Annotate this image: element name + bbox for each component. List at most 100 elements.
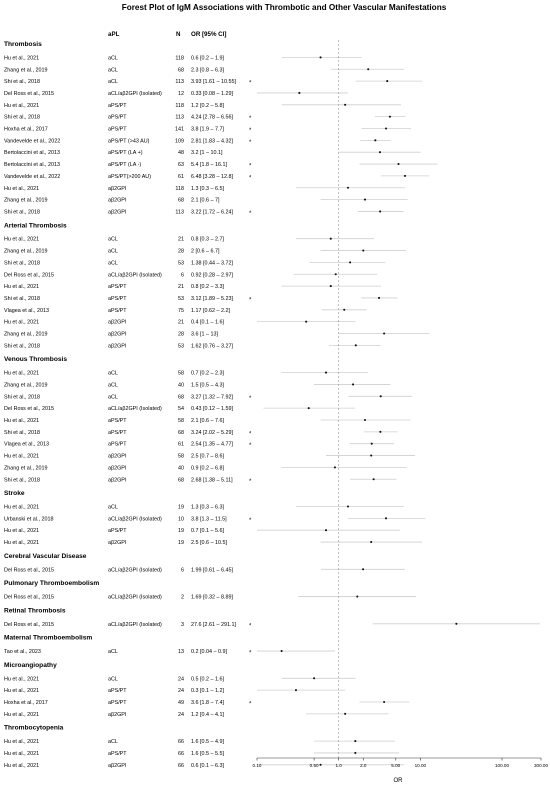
apl-label: aPS/PT: [108, 296, 127, 302]
apl-label: aβ2GPI: [108, 465, 126, 471]
or-ci-text: 1.62 [0.76 – 3.27]: [191, 343, 233, 349]
n-value: 24: [178, 712, 184, 718]
x-tick-label: 0.10: [253, 763, 262, 768]
or-ci-text: 2.68 [1.38 – 5.11]: [191, 477, 233, 483]
or-ci-text: 1.38 [0.44 – 3.72]: [191, 260, 233, 266]
n-value: 68: [178, 477, 184, 483]
point-estimate: [324, 371, 328, 374]
study-label: Hu et al., 2021: [4, 418, 39, 424]
point-estimate: [324, 529, 328, 532]
apl-label: aCL: [108, 394, 118, 400]
n-value: 28: [178, 249, 184, 255]
x-axis-label: OR: [394, 778, 404, 784]
n-value: 53: [178, 343, 184, 349]
study-label: Del Ross et al., 2015: [4, 272, 54, 278]
apl-label: aCL: [108, 260, 118, 266]
or-ci-text: 2.81 [1.83 – 4.32]: [191, 138, 233, 144]
x-tick-label: 0.50: [310, 763, 319, 768]
n-value: 2: [181, 595, 184, 601]
chart-title: Forest Plot of IgM Associations with Thr…: [122, 3, 447, 12]
point-estimate: [379, 430, 382, 433]
point-estimate: [344, 103, 347, 106]
n-value: 48: [178, 150, 184, 156]
point-estimate: [379, 210, 382, 213]
significance-marker: *: [249, 81, 252, 87]
significance-marker: *: [249, 443, 252, 449]
point-estimate: [307, 407, 310, 410]
study-label: Shi et al., 2018: [4, 394, 40, 400]
apl-label: aCL/aβ2GPI (Isolated): [108, 91, 162, 97]
point-estimate: [349, 261, 352, 264]
n-value: 53: [178, 260, 184, 266]
apl-label: aPS/PT: [108, 115, 127, 121]
point-estimate: [356, 595, 359, 598]
point-estimate: [313, 677, 316, 680]
apl-label: aPS/PT: [108, 418, 127, 424]
or-ci-text: 3.12 [1.89 – 5.23]: [191, 296, 233, 302]
group-heading: Thrombocytopenia: [4, 725, 64, 732]
point-estimate: [343, 308, 346, 311]
apl-label: aCL/aβ2GPI (Isolated): [108, 567, 162, 573]
x-tick-label: 1.0: [335, 763, 342, 768]
or-ci-text: 3.27 [1.32 – 7.92]: [191, 394, 233, 400]
or-ci-text: 0.9 [0.2 – 6.8]: [191, 465, 224, 471]
or-ci-text: 1.69 [0.32 – 8.89]: [191, 595, 233, 601]
point-estimate: [319, 56, 322, 59]
study-label: Tao et al., 2023: [4, 649, 41, 655]
point-estimate: [367, 68, 370, 71]
study-label: Zhang et al., 2019: [4, 382, 47, 388]
apl-label: aβ2GPI: [108, 320, 126, 326]
significance-marker: *: [249, 651, 252, 657]
or-ci-text: 2.54 [1.35 – 4.77]: [191, 442, 233, 448]
study-label: Zhang et al., 2019: [4, 198, 47, 204]
apl-label: aPS/PT (LA +): [108, 150, 143, 156]
or-ci-text: 3.8 [1.9 – 7.7]: [191, 127, 224, 133]
point-estimate: [386, 80, 389, 83]
or-ci-text: 0.2 [0.04 – 0.9]: [191, 649, 227, 655]
n-value: 141: [175, 127, 184, 133]
n-value: 40: [178, 382, 184, 388]
study-label: Del Ross et al., 2015: [4, 567, 54, 573]
n-value: 68: [178, 430, 184, 436]
study-label: Shi et al., 2018: [4, 477, 40, 483]
apl-label: aβ2GPI: [108, 332, 126, 338]
apl-label: aPS/PT: [108, 751, 127, 757]
or-ci-text: 3.24 [2.02 – 5.29]: [191, 430, 233, 436]
n-value: 19: [178, 540, 184, 546]
study-label: Bertolaccini et al., 2013: [4, 162, 60, 168]
or-ci-text: 1.99 [0.61 – 6.45]: [191, 567, 233, 573]
study-label: Hu et al., 2021: [4, 186, 39, 192]
n-value: 75: [178, 308, 184, 314]
n-value: 68: [178, 394, 184, 400]
apl-label: aβ2GPI: [108, 712, 126, 718]
n-value: 28: [178, 332, 184, 338]
or-ci-text: 3.22 [1.72 – 6.24]: [191, 209, 233, 215]
study-label: Shi et al., 2018: [4, 260, 40, 266]
point-estimate: [370, 442, 373, 445]
study-label: Hu et al., 2021: [4, 540, 39, 546]
study-label: Hoxha et al., 2017: [4, 700, 48, 706]
forest-marks: [257, 56, 540, 766]
study-label: Del Ross et al., 2015: [4, 595, 54, 601]
or-ci-text: 2.5 [0.6 – 10.5]: [191, 540, 227, 546]
or-ci-text: 2 [0.6 – 6.7]: [191, 249, 220, 255]
apl-label: aβ2GPI: [108, 186, 126, 192]
apl-label: aPS/PT: [108, 308, 127, 314]
or-ci-text: 1.6 [0.5 – 5.5]: [191, 751, 224, 757]
study-label: Hu et al., 2021: [4, 103, 39, 109]
point-estimate: [298, 91, 301, 94]
apl-label: aCL/aβ2GPI (Isolated): [108, 272, 162, 278]
or-ci-text: 1.2 [0.2 – 5.8]: [191, 103, 224, 109]
n-value: 113: [175, 79, 184, 85]
study-label: Urbanski et al., 2018: [4, 516, 53, 522]
n-value: 118: [175, 186, 184, 192]
study-label: Hu et al., 2021: [4, 712, 39, 718]
study-label: Shi et al., 2018: [4, 209, 40, 215]
or-ci-text: 0.43 [0.12 – 1.59]: [191, 406, 233, 412]
apl-label: aCL/aβ2GPI (Isolated): [108, 622, 162, 628]
study-label: Vandevelde et al., 2022: [4, 138, 60, 144]
point-estimate: [346, 505, 350, 508]
point-estimate: [354, 751, 357, 754]
n-value: 24: [178, 676, 184, 682]
or-ci-text: 0.92 [0.28 – 2.97]: [191, 272, 233, 278]
